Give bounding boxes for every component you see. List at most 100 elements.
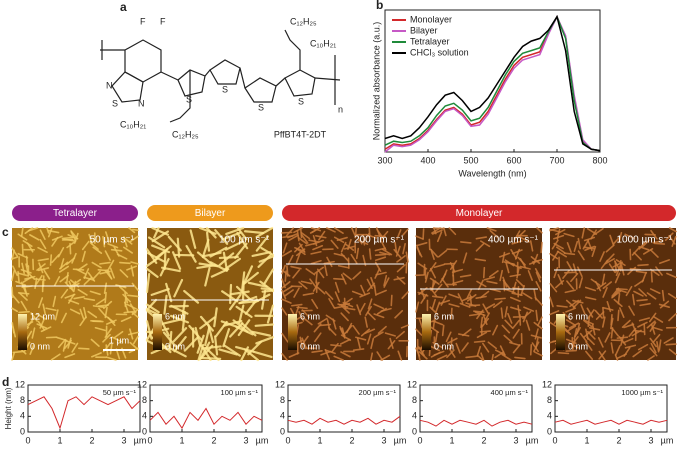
- afm-texture: [499, 269, 503, 282]
- afm-texture: [585, 350, 594, 360]
- afm-texture: [65, 272, 69, 284]
- afm-texture: [631, 246, 641, 256]
- afm-texture: [599, 251, 605, 262]
- afm-texture: [537, 316, 543, 327]
- afm-texture: [34, 277, 38, 290]
- afm-texture: [129, 235, 139, 243]
- group-label: Bilayer: [195, 208, 226, 219]
- afm-texture: [311, 227, 321, 234]
- afm-texture: [517, 256, 526, 266]
- afm-texture: [480, 240, 491, 248]
- afm-texture: [395, 330, 405, 339]
- afm-texture: [123, 236, 133, 245]
- afm-texture: [549, 253, 559, 260]
- afm-texture: [309, 278, 317, 289]
- afm-texture: [198, 226, 217, 235]
- afm-texture: [623, 323, 635, 329]
- atom: F: [140, 16, 146, 26]
- afm-texture: [501, 324, 511, 334]
- polymer-name: PffBT4T-2DT: [274, 129, 327, 139]
- afm-texture: [243, 265, 254, 284]
- afm-texture: [632, 349, 643, 358]
- afm-texture: [617, 293, 621, 305]
- afm-texture: [468, 304, 481, 307]
- afm-texture: [310, 250, 322, 255]
- afm-texture: [653, 242, 666, 245]
- plot-frame: [149, 384, 263, 433]
- afm-texture: [88, 233, 93, 245]
- x-tick-label: 2: [616, 435, 621, 445]
- afm-texture: [11, 307, 19, 313]
- afm-texture: [42, 303, 47, 315]
- afm-texture: [365, 305, 372, 317]
- afm-texture: [373, 303, 385, 310]
- afm-texture: [486, 280, 498, 285]
- afm-texture: [339, 338, 351, 345]
- afm-texture: [39, 239, 47, 250]
- absorbance-line: [384, 14, 601, 152]
- afm-texture: [424, 271, 429, 283]
- color-bar: [153, 314, 162, 350]
- afm-image: 50 µm s⁻¹ 12 nm 0 nm: [11, 227, 139, 361]
- afm-texture: [563, 232, 575, 238]
- afm-texture: [564, 271, 576, 274]
- afm-texture: [368, 248, 372, 260]
- x-tick-label: 0: [285, 435, 290, 445]
- afm-texture: [311, 350, 323, 353]
- afm-texture: [343, 297, 347, 310]
- afm-texture: [126, 303, 137, 310]
- afm-texture: [553, 267, 559, 279]
- afm-texture: [235, 345, 255, 353]
- afm-texture: [652, 333, 661, 344]
- afm-texture: [376, 289, 387, 296]
- afm-texture: [416, 244, 421, 256]
- profile-title: 200 µm s⁻¹: [359, 388, 397, 397]
- afm-texture: [97, 268, 110, 272]
- afm-texture: [334, 291, 341, 303]
- afm-texture: [601, 316, 606, 328]
- afm-texture: [402, 228, 409, 236]
- atom: N: [138, 98, 145, 108]
- afm-texture: [611, 289, 620, 299]
- absorbance-line: [384, 15, 601, 152]
- afm-texture: [509, 296, 521, 303]
- afm-texture: [235, 325, 254, 336]
- afm-texture: [483, 276, 496, 281]
- afm-texture: [189, 229, 197, 249]
- afm-texture: [468, 313, 481, 317]
- afm-texture: [400, 324, 409, 329]
- afm-texture: [122, 293, 132, 303]
- afm-texture: [163, 249, 167, 271]
- afm-texture: [665, 343, 677, 346]
- afm-texture: [418, 351, 428, 360]
- afm-texture: [11, 286, 14, 299]
- afm-texture: [251, 330, 272, 337]
- afm-texture: [350, 253, 358, 264]
- afm-texture: [299, 227, 303, 239]
- afm-texture: [324, 264, 328, 277]
- afm-texture: [572, 299, 584, 304]
- afm-texture: [367, 298, 373, 310]
- x-tick-label: 3: [648, 435, 653, 445]
- afm-texture: [310, 259, 322, 265]
- afm-texture: [290, 265, 302, 270]
- afm-texture: [415, 347, 421, 357]
- afm-texture: [333, 227, 344, 234]
- afm-texture: [643, 247, 654, 255]
- x-tick-label: 500: [463, 155, 478, 165]
- afm-texture: [333, 277, 345, 281]
- afm-texture: [397, 350, 403, 361]
- afm-texture: [375, 271, 387, 276]
- color-bar-min: 0 nm: [30, 341, 50, 351]
- afm-texture: [663, 337, 674, 344]
- afm-texture: [443, 262, 456, 265]
- afm-texture: [429, 306, 439, 316]
- afm-texture: [366, 333, 372, 345]
- afm-texture: [352, 348, 365, 352]
- x-unit: µm: [134, 435, 147, 445]
- absorbance-line: [384, 15, 601, 153]
- group-label: Tetralayer: [53, 208, 98, 219]
- afm-texture: [621, 319, 631, 328]
- afm-texture: [25, 255, 29, 268]
- afm-texture: [342, 272, 353, 281]
